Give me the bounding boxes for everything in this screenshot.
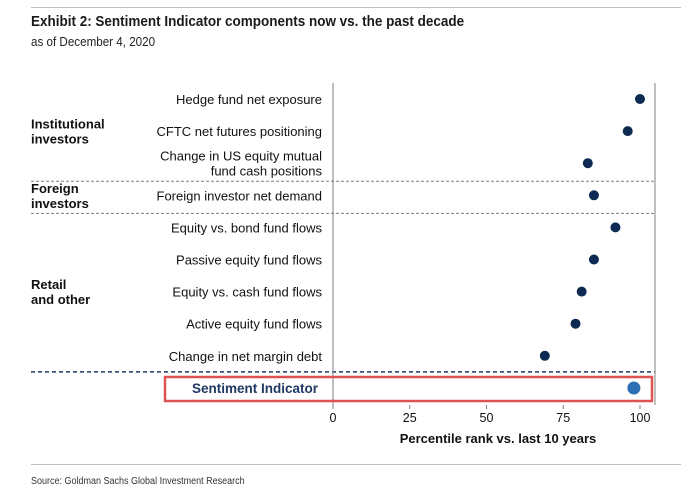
group-label: Institutional <box>31 117 105 132</box>
row-label: Active equity fund flows <box>186 317 322 332</box>
data-point <box>582 158 593 169</box>
row-label: Equity vs. cash fund flows <box>172 285 322 300</box>
group-label: investors <box>31 196 89 211</box>
row-label: Change in US equity mutual <box>160 149 322 164</box>
group-labels: InstitutionalinvestorsForeigninvestorsRe… <box>31 117 105 308</box>
row-labels: Hedge fund net exposure CFTC net futures … <box>157 92 323 364</box>
group-dividers <box>31 180 655 373</box>
row-label: fund cash positions <box>211 164 323 179</box>
highlight-box <box>163 375 654 403</box>
top-rule <box>31 7 681 8</box>
source-note: Source: Goldman Sachs Global Investment … <box>31 476 245 487</box>
x-tick-label: 0 <box>330 411 337 425</box>
row-label: Equity vs. bond fund flows <box>171 220 323 235</box>
group-label: and other <box>31 292 90 307</box>
data-points <box>539 94 645 361</box>
row-label: Change in net margin debt <box>169 349 323 364</box>
row-label: Hedge fund net exposure <box>176 92 322 107</box>
data-point <box>570 318 581 329</box>
data-point <box>539 350 550 361</box>
row-label: Passive equity fund flows <box>176 253 322 268</box>
bottom-rule <box>31 464 681 465</box>
data-point <box>622 126 633 137</box>
x-tick-label: 100 <box>630 411 651 425</box>
highlight-label: Sentiment Indicator <box>192 381 319 396</box>
row-label: CFTC net futures positioning <box>157 124 322 139</box>
x-axis-ticks: 0 25 50 75 100 <box>330 405 651 425</box>
plot-frame <box>332 83 656 405</box>
data-point <box>635 94 645 104</box>
x-tick-label: 25 <box>403 411 417 425</box>
x-tick-label: 75 <box>556 411 570 425</box>
data-point <box>610 222 621 233</box>
group-label: Foreign <box>31 181 79 196</box>
row-label: Foreign investor net demand <box>157 188 322 203</box>
highlight-row: Sentiment Indicator <box>163 375 654 403</box>
data-point <box>588 254 599 265</box>
group-label: Retail <box>31 277 66 292</box>
x-axis-label: Percentile rank vs. last 10 years <box>400 431 597 446</box>
chart-title: Exhibit 2: Sentiment Indicator component… <box>31 14 465 30</box>
data-point <box>588 190 599 201</box>
data-point <box>576 286 587 297</box>
chart-subtitle: as of December 4, 2020 <box>31 35 156 49</box>
x-tick-label: 50 <box>480 411 494 425</box>
group-label: investors <box>31 132 89 147</box>
highlight-point <box>627 381 641 395</box>
